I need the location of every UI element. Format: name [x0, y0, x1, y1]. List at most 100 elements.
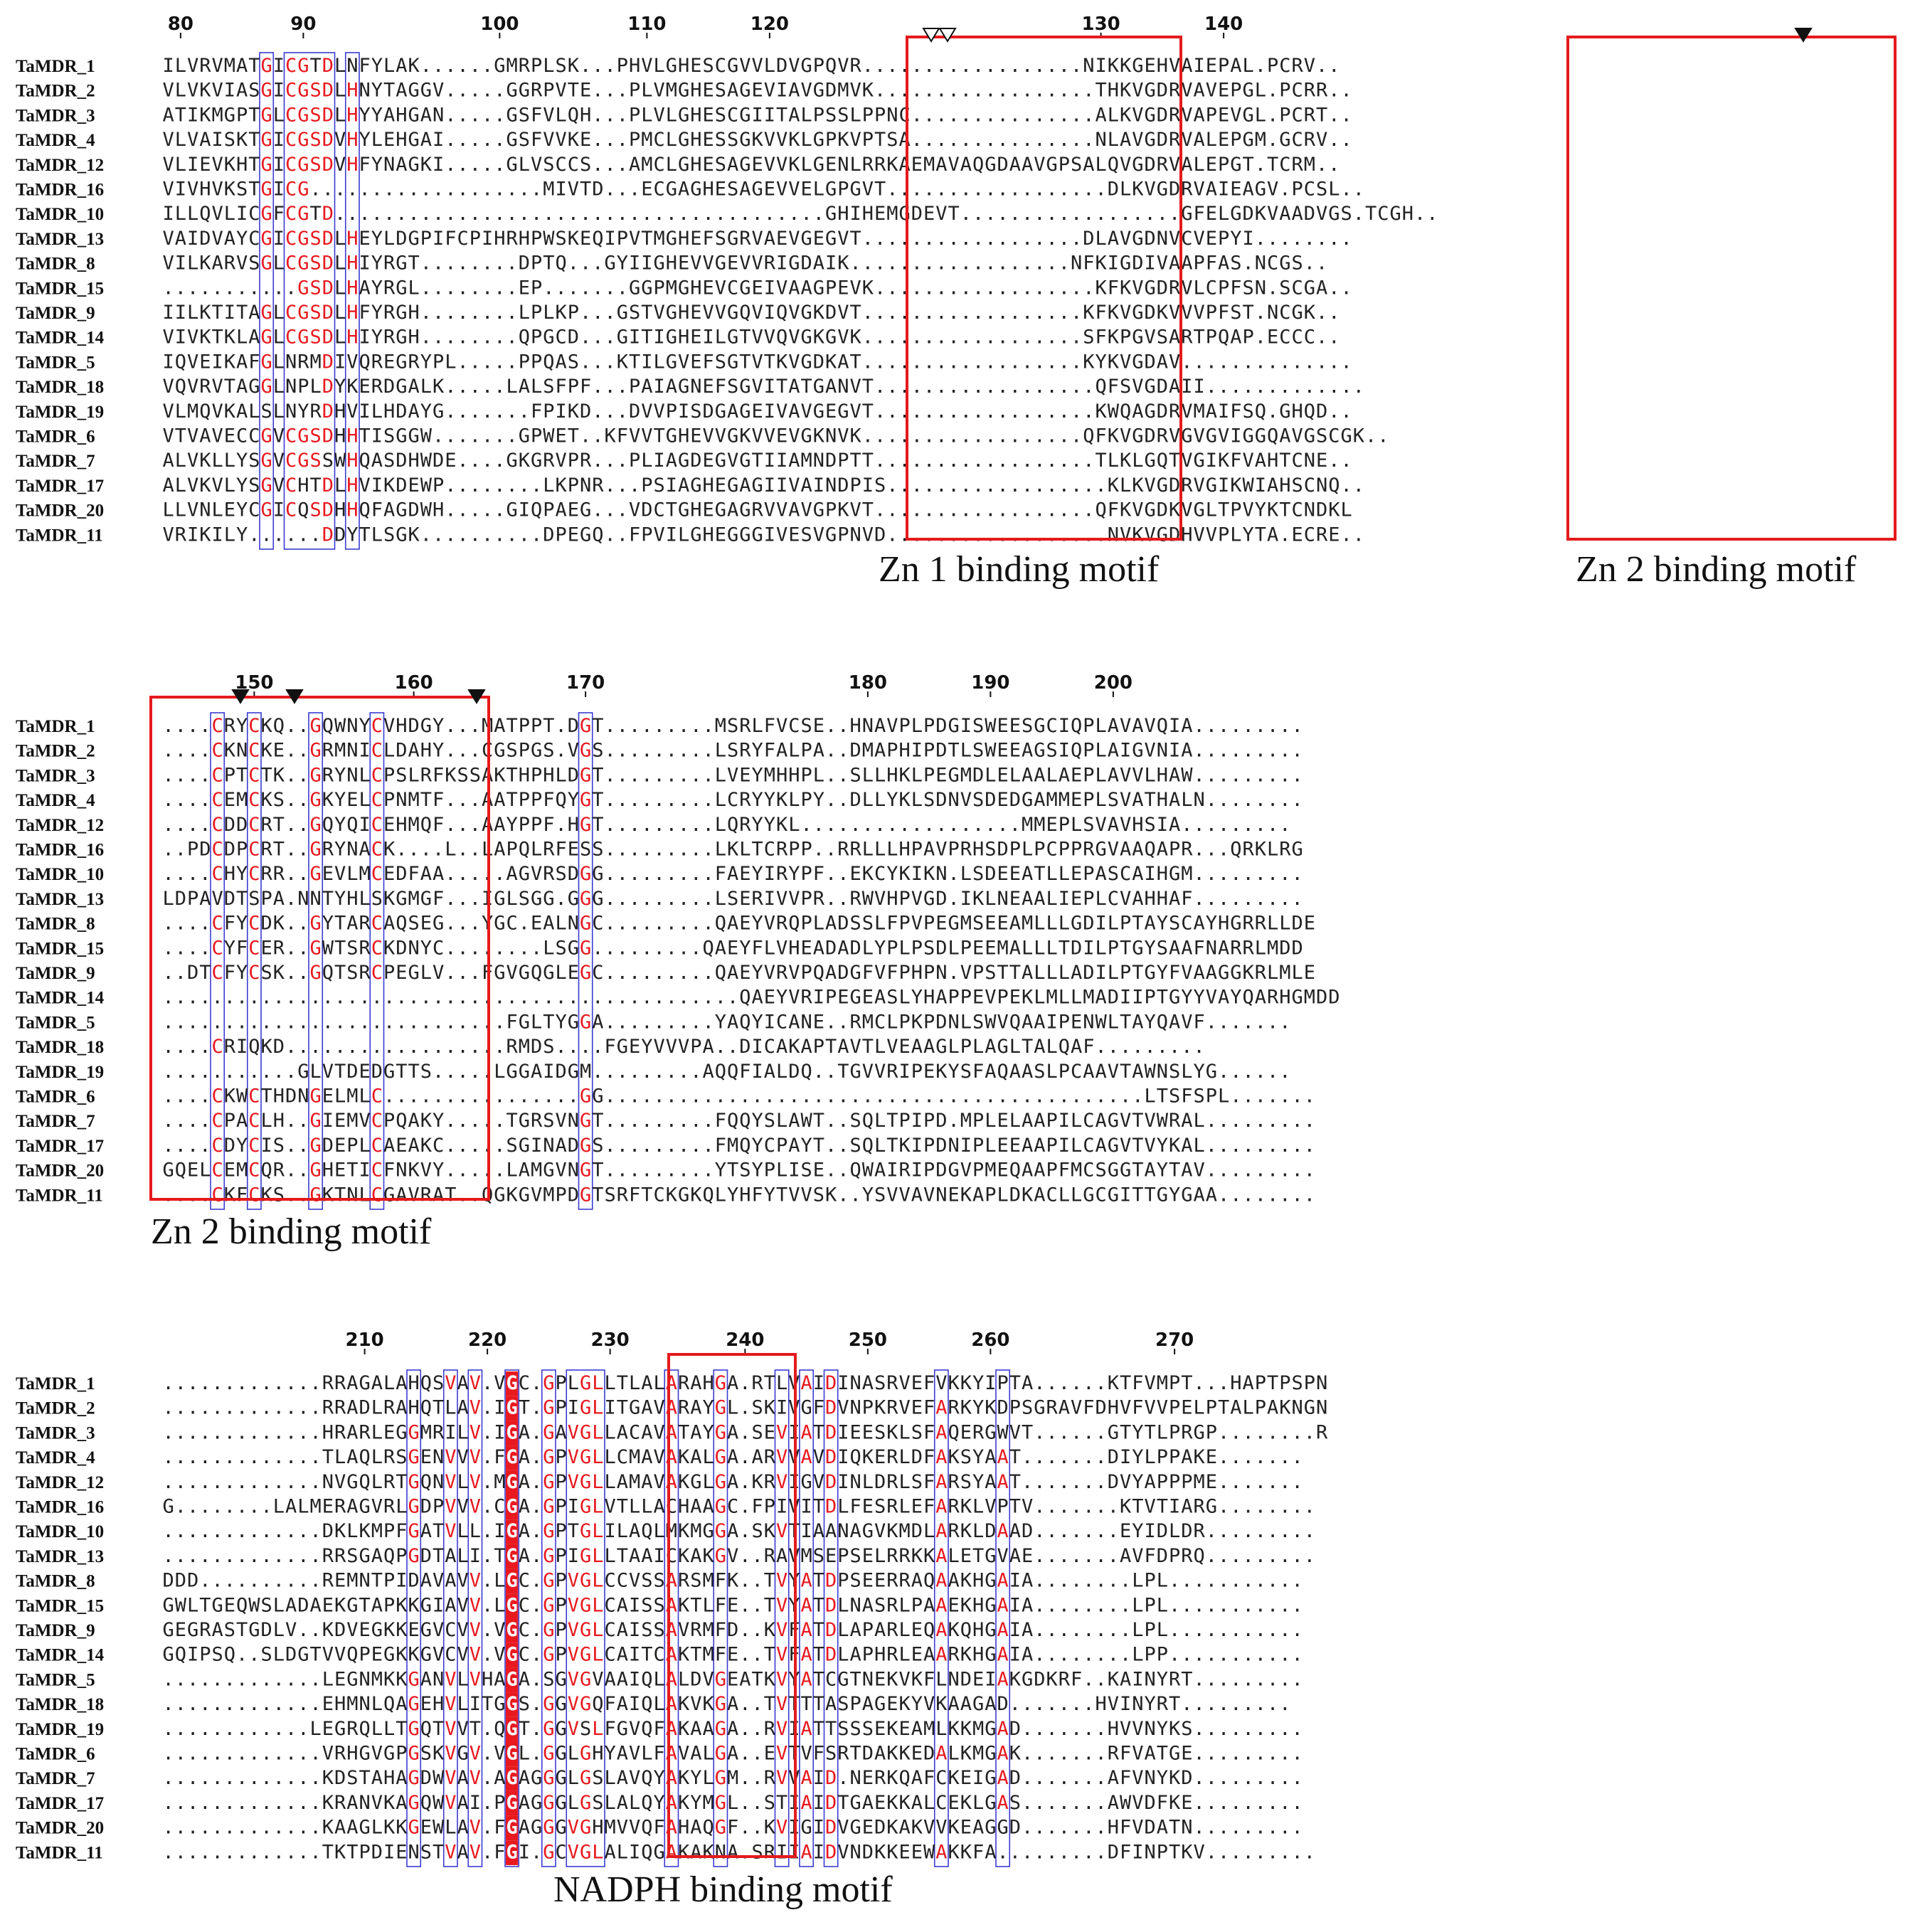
residue: . [236, 1061, 248, 1083]
residue: A [383, 104, 395, 126]
residue: I [837, 1471, 849, 1493]
residue: . [935, 524, 947, 546]
residue: . [1083, 1619, 1094, 1641]
residue: P [1279, 80, 1290, 102]
residue: D [396, 228, 407, 250]
residue: . [911, 499, 923, 521]
residue: I [1108, 253, 1119, 275]
residue: A [519, 376, 530, 398]
residue: . [285, 937, 297, 959]
residue: Y [1193, 1061, 1204, 1083]
residue: A [1095, 987, 1106, 1009]
residue: A [800, 474, 812, 497]
residue: . [911, 425, 923, 447]
residue: V [764, 327, 775, 349]
residue: G [678, 499, 689, 521]
residue: N [568, 1110, 579, 1132]
residue: L [666, 154, 677, 176]
residue: G [715, 1545, 726, 1567]
residue: . [629, 888, 640, 910]
residue: . [297, 524, 309, 546]
residue: L [923, 1520, 935, 1542]
residue: Y [751, 740, 763, 762]
residue: A [555, 1421, 566, 1443]
residue: E [764, 1421, 775, 1443]
residue: . [457, 376, 468, 398]
residue: T [543, 715, 554, 737]
conservation-box [246, 712, 262, 1210]
residue: G [506, 1644, 517, 1666]
residue: L [1255, 104, 1266, 126]
residue: . [199, 277, 211, 299]
residue: L [1132, 1570, 1143, 1592]
residue: T [1009, 1372, 1021, 1394]
residue: S [309, 327, 321, 349]
residue: V [837, 1397, 849, 1419]
residue: R [175, 524, 187, 546]
residue: . [1034, 228, 1045, 250]
conservation-box [566, 1369, 605, 1867]
residue: Y [371, 55, 383, 77]
residue: H [273, 1110, 285, 1132]
residue: . [1034, 376, 1045, 398]
residue: D [1009, 789, 1021, 811]
residue: . [162, 1110, 174, 1132]
residue: S [543, 740, 554, 762]
residue: D [322, 1520, 334, 1542]
residue: I [653, 327, 664, 349]
residue: . [1267, 1520, 1278, 1542]
residue: F [1230, 400, 1241, 423]
residue: S [764, 1110, 775, 1132]
residue: K [948, 1446, 960, 1468]
residue: S [715, 154, 726, 176]
residue: L [629, 1495, 640, 1517]
residue: . [494, 524, 505, 546]
residue: R [297, 351, 309, 373]
residue: D [1108, 1446, 1119, 1468]
residue: C [371, 715, 383, 737]
residue: . [1059, 351, 1070, 373]
residue: I [322, 1110, 334, 1132]
residue: K [1193, 1446, 1205, 1468]
residue: V [666, 1036, 677, 1058]
residue: E [702, 277, 714, 299]
residue: M [334, 740, 346, 762]
residue: F [1230, 277, 1241, 299]
residue: G [297, 203, 309, 225]
residue: V [1193, 474, 1204, 497]
residue: . [1242, 1061, 1253, 1083]
residue: . [162, 863, 174, 885]
residue: . [739, 1545, 750, 1567]
residue: F [531, 129, 542, 151]
residue: I [187, 1644, 198, 1666]
residue: R [948, 1397, 960, 1419]
residue: V [531, 863, 542, 885]
residue: . [1071, 1446, 1082, 1468]
residue: S [702, 55, 714, 77]
residue: I [445, 1421, 456, 1443]
residue: L [506, 376, 517, 398]
residue: T [1193, 327, 1204, 349]
residue: I [359, 1159, 370, 1182]
residue: G [396, 327, 407, 349]
residue: . [1181, 1594, 1192, 1616]
residue: I [187, 104, 198, 126]
residue: L [1095, 764, 1106, 786]
residue: G [715, 1471, 726, 1493]
residue: . [1046, 1085, 1057, 1107]
residue: S [371, 888, 383, 910]
residue: F [445, 228, 456, 250]
residue: G [1071, 913, 1082, 935]
residue: C [211, 715, 223, 737]
residue: L [175, 474, 186, 497]
residue: F [1108, 277, 1119, 299]
residue: K [568, 228, 580, 250]
residue: . [470, 327, 481, 349]
residue: S [1169, 1061, 1180, 1083]
residue: L [334, 228, 346, 250]
residue: . [162, 838, 174, 860]
sequence-name: TaMDR_1 [16, 57, 95, 76]
residue: . [1108, 1594, 1119, 1616]
residue: . [985, 474, 996, 497]
residue: K [494, 764, 506, 786]
